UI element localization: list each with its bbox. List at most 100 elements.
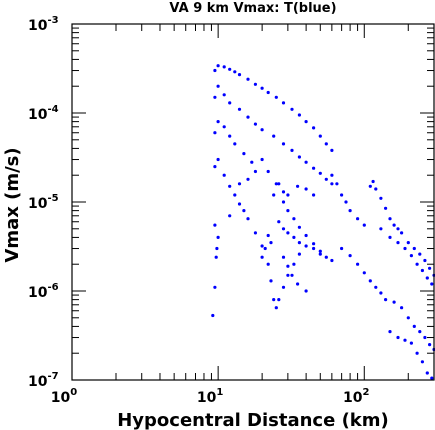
data-point <box>297 113 301 117</box>
axis-ticks <box>71 24 435 381</box>
data-point <box>384 206 388 210</box>
data-point <box>286 231 290 235</box>
x-tick-label: 101 <box>197 387 223 406</box>
data-point <box>428 266 432 270</box>
data-point <box>233 70 237 74</box>
data-point <box>281 227 286 231</box>
data-point <box>420 268 424 273</box>
data-point <box>330 173 334 177</box>
data-point <box>368 279 372 283</box>
data-point <box>304 233 308 238</box>
data-point <box>430 282 434 286</box>
data-point <box>304 120 308 124</box>
data-point <box>388 235 392 239</box>
data-point <box>304 160 308 164</box>
data-point <box>344 200 348 204</box>
data-point <box>274 182 278 186</box>
data-point <box>246 217 250 221</box>
data-point <box>233 142 237 146</box>
y-tick-label: 10-3 <box>28 15 59 34</box>
data-point <box>290 148 294 152</box>
data-point <box>228 67 232 71</box>
data-point <box>304 244 308 248</box>
data-point <box>420 360 424 364</box>
data-point <box>286 264 290 268</box>
data-point <box>348 254 352 258</box>
data-point <box>379 291 383 295</box>
data-point <box>396 227 400 231</box>
data-point <box>409 341 413 345</box>
data-point <box>396 335 400 340</box>
data-point <box>428 343 432 347</box>
data-point <box>290 107 294 111</box>
data-point <box>237 202 242 206</box>
data-point <box>211 313 215 318</box>
chart-title: VA 9 km Vmax: T(blue) <box>169 1 336 16</box>
data-point <box>272 193 276 197</box>
data-point <box>296 282 300 286</box>
data-point <box>286 273 290 277</box>
data-point <box>318 249 322 253</box>
data-point <box>260 86 264 90</box>
data-point <box>250 160 254 164</box>
data-point <box>233 193 237 197</box>
data-point <box>266 233 270 238</box>
data-point <box>253 169 257 174</box>
data-point <box>409 254 413 258</box>
data-point <box>324 255 328 259</box>
data-point <box>297 252 301 256</box>
data-point <box>330 148 334 152</box>
data-point <box>384 298 388 302</box>
data-point <box>290 273 294 277</box>
data-point <box>242 209 246 213</box>
data-point <box>237 73 242 77</box>
data-point <box>266 262 270 266</box>
data-point <box>406 316 410 320</box>
data-point <box>297 241 301 245</box>
y-tick-label: 10-6 <box>28 282 59 301</box>
data-point <box>281 142 286 146</box>
data-point <box>216 157 220 162</box>
y-axis-label: Vmax (m/s) <box>2 147 23 262</box>
data-point <box>237 107 242 111</box>
data-point <box>403 246 407 251</box>
data-point <box>356 217 360 221</box>
data-point <box>292 217 296 221</box>
data-point <box>213 131 217 135</box>
data-point <box>418 252 422 256</box>
data-point <box>340 193 344 197</box>
data-point <box>318 252 322 256</box>
data-point <box>228 214 232 218</box>
data-point <box>246 77 250 81</box>
y-tick-label: 10-7 <box>28 371 59 390</box>
data-point <box>368 184 372 188</box>
data-point <box>297 155 301 159</box>
data-point <box>312 242 316 246</box>
data-point <box>286 209 290 213</box>
data-point <box>269 279 273 283</box>
data-point <box>371 179 375 184</box>
data-point <box>228 101 232 105</box>
data-point <box>281 190 286 194</box>
data-point <box>318 134 322 138</box>
data-point <box>403 338 407 342</box>
data-point <box>274 306 278 310</box>
data-point <box>362 223 366 227</box>
data-point <box>222 65 226 69</box>
data-point <box>400 231 404 235</box>
data-point <box>324 177 328 181</box>
data-point <box>213 165 217 169</box>
plot-frame <box>71 23 435 381</box>
data-point <box>272 134 276 138</box>
data-point <box>266 90 270 95</box>
data-point <box>423 335 427 340</box>
data-point <box>406 241 410 245</box>
axis-tick-labels: 100 101 102 10-3 10-4 10-5 10-6 10-7 <box>28 15 370 406</box>
data-point <box>430 376 434 380</box>
data-point <box>324 142 328 146</box>
data-point <box>312 126 316 130</box>
data-point <box>379 227 383 231</box>
data-point <box>379 196 383 200</box>
data-point <box>272 298 276 302</box>
